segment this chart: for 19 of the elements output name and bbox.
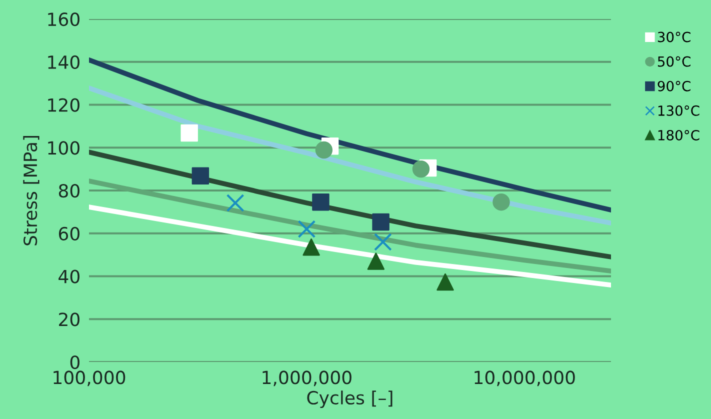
y-tick-label: 120	[48, 98, 80, 112]
y-tick-label: 100	[48, 141, 80, 155]
y-tick-label: 40	[58, 270, 80, 284]
y-axis-title: Stress [MPa]	[23, 136, 40, 246]
x-tick-label: 100,000	[54, 370, 126, 386]
y-tick-label: 60	[58, 226, 80, 240]
legend-label: 50°C	[658, 56, 690, 67]
y-tick-label: 80	[58, 184, 80, 198]
legend-label: 180°C	[658, 130, 700, 140]
x-tick-label: 1,000,000	[262, 370, 352, 386]
x-tick-label: 10,000,000	[474, 370, 575, 386]
y-tick-label: 20	[59, 312, 80, 326]
y-tick-label: 0	[70, 355, 80, 370]
y-tick-label: 160	[48, 12, 80, 26]
x-axis-title: Cycles [–]	[307, 390, 392, 408]
y-tick-label: 140	[48, 55, 80, 69]
legend-label: 130°C	[658, 105, 700, 116]
legend-label: 90°C	[658, 80, 690, 92]
legend-label: 30°C	[658, 32, 690, 42]
